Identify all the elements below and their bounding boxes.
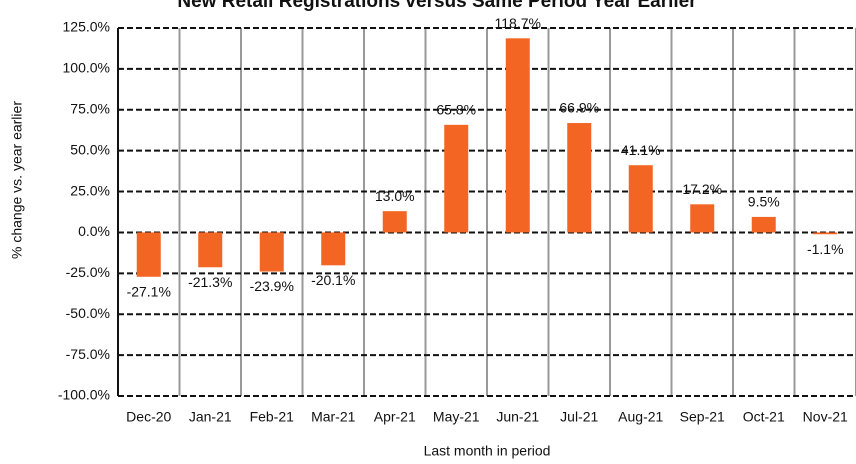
y-tick-label: -100.0% (58, 387, 110, 403)
data-label: -1.1% (807, 241, 844, 257)
chart-title: New Retail Registrations versus Same Per… (177, 0, 697, 12)
x-tick-label: Feb-21 (250, 409, 295, 425)
y-tick-label: 75.0% (70, 100, 110, 116)
data-label: -20.1% (311, 272, 355, 288)
data-label: -23.9% (250, 278, 294, 294)
x-tick-label: Dec-20 (126, 409, 171, 425)
y-tick-label: 50.0% (70, 141, 110, 157)
x-tick-label: Nov-21 (803, 409, 848, 425)
y-tick-label: 100.0% (63, 60, 110, 76)
x-tick-label: Mar-21 (311, 409, 356, 425)
y-tick-label: 25.0% (70, 182, 110, 198)
y-tick-label: -25.0% (66, 264, 110, 280)
bar (751, 216, 776, 233)
bar (505, 38, 530, 233)
data-label: -21.3% (188, 274, 232, 290)
x-tick-label: Jul-21 (560, 409, 598, 425)
data-label: 65.8% (436, 102, 476, 118)
y-axis-label: % change vs. year earlier (9, 101, 25, 259)
data-label: 13.0% (375, 188, 415, 204)
data-label: 118.7% (495, 15, 541, 31)
data-label: 66.9% (559, 100, 599, 116)
bar (813, 232, 838, 235)
bar (382, 211, 407, 233)
data-label: -27.1% (127, 283, 171, 299)
x-axis-label: Last month in period (424, 443, 551, 459)
data-label: 41.1% (621, 142, 661, 158)
x-tick-label: Sep-21 (680, 409, 725, 425)
data-label: 9.5% (748, 194, 780, 210)
bar (198, 232, 223, 268)
x-tick-label: Jun-21 (496, 409, 539, 425)
y-tick-label: -75.0% (66, 346, 110, 362)
x-tick-label: Apr-21 (374, 409, 416, 425)
x-tick-label: May-21 (433, 409, 480, 425)
y-tick-label: -50.0% (66, 305, 110, 321)
bar (628, 165, 653, 233)
y-tick-label: 125.0% (63, 19, 110, 35)
data-label: 17.2% (682, 181, 722, 197)
x-tick-label: Jan-21 (189, 409, 232, 425)
y-tick-label: 0.0% (78, 223, 110, 239)
x-tick-label: Aug-21 (618, 409, 663, 425)
bar (259, 232, 284, 272)
bar (690, 204, 715, 233)
bar (136, 232, 161, 277)
bar (444, 124, 469, 233)
bar (567, 123, 592, 233)
x-tick-label: Oct-21 (743, 409, 785, 425)
bar (321, 232, 346, 266)
